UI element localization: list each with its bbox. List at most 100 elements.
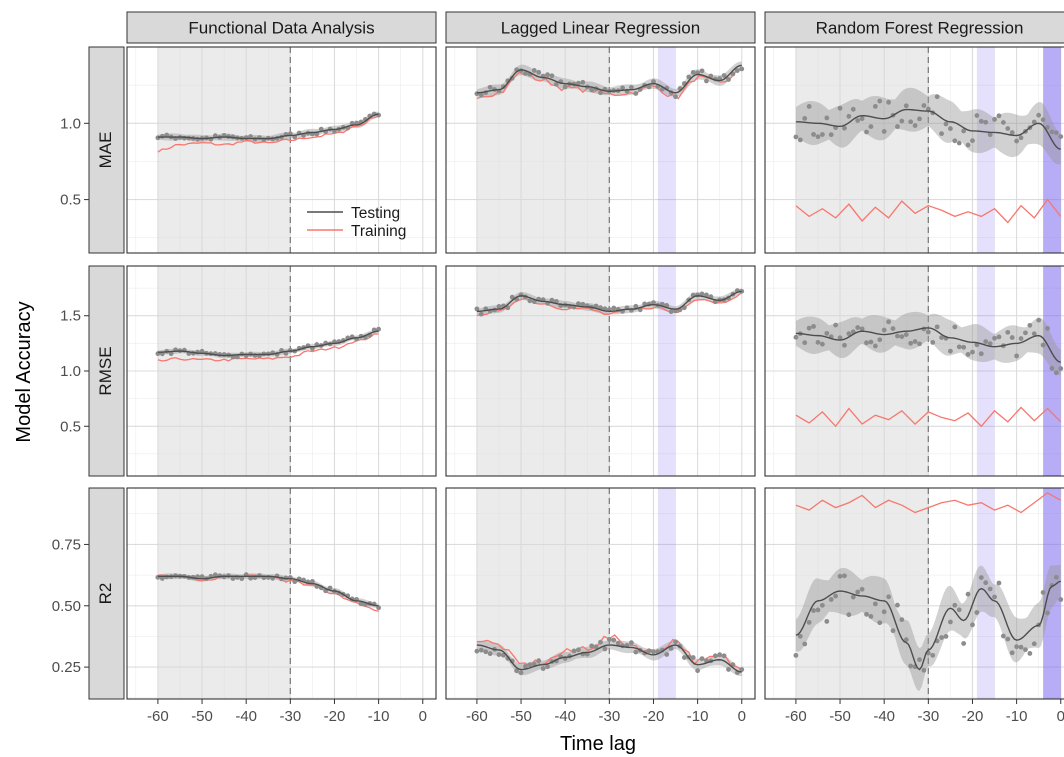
testing-point (1023, 330, 1028, 336)
testing-point (523, 664, 528, 669)
x-tick-label: -40 (873, 708, 895, 725)
testing-point (970, 138, 975, 144)
row-strip-background (88, 487, 125, 700)
testing-point (651, 300, 656, 305)
testing-point (155, 135, 161, 141)
highlight-band (1043, 47, 1061, 253)
testing-point (811, 132, 816, 137)
testing-point (483, 649, 489, 655)
testing-point (1000, 120, 1006, 125)
testing-point (712, 653, 718, 659)
testing-point (983, 339, 989, 344)
testing-point (651, 79, 656, 84)
highlight-band (1043, 488, 1061, 699)
testing-line (795, 108, 1061, 150)
testing-point (199, 348, 205, 354)
column-strip-background (126, 11, 437, 44)
testing-point (589, 87, 595, 93)
testing-point (943, 633, 949, 639)
testing-point (549, 297, 555, 303)
column-strip: Functional Data Analysis (126, 11, 437, 44)
testing-point (159, 133, 165, 139)
testing-line (476, 644, 742, 673)
panel-border (764, 46, 1064, 254)
testing-point (1040, 342, 1046, 348)
testing-point (939, 335, 944, 341)
testing-point (478, 311, 484, 317)
x-tick-label: -10 (1006, 708, 1028, 725)
testing-point (318, 126, 324, 132)
testing-point (536, 69, 542, 75)
testing-point (1045, 124, 1050, 130)
testing-point (965, 591, 971, 597)
testing-point (872, 103, 878, 109)
testing-point (797, 633, 803, 639)
testing-point (877, 337, 883, 343)
y-tick-label: 0.50 (52, 598, 81, 615)
testing-point (815, 339, 821, 345)
testing-point (1045, 325, 1050, 331)
testing-point (996, 113, 1002, 119)
testing-point (978, 118, 984, 124)
testing-point (726, 667, 731, 672)
panel-border (764, 487, 1064, 700)
panel-border (126, 487, 437, 700)
testing-point (899, 334, 905, 339)
testing-point (593, 303, 599, 309)
testing-point (855, 589, 861, 595)
testing-point (903, 332, 909, 337)
testing-point (474, 306, 480, 312)
testing-point (797, 137, 803, 143)
testing-point (978, 575, 984, 580)
row-strip: R2 (88, 487, 125, 700)
testing-point (877, 98, 883, 104)
panel-content (765, 266, 1064, 476)
testing-point (549, 73, 555, 79)
panel-content (446, 488, 755, 699)
testing-point (527, 662, 533, 668)
highlight-band (976, 47, 995, 253)
panel (764, 265, 1064, 477)
testing-point (1031, 331, 1037, 337)
row-strip-label: RMSE (96, 346, 115, 395)
testing-line (157, 330, 379, 357)
testing-point (721, 73, 727, 78)
testing-point (576, 647, 581, 653)
testing-point (868, 614, 874, 619)
x-tick-label: -20 (962, 708, 984, 725)
testing-point (793, 652, 799, 658)
testing-point (996, 580, 1002, 586)
x-tick-label: -10 (687, 708, 709, 725)
testing-point (987, 341, 993, 347)
testing-point (811, 324, 816, 329)
testing-point (833, 593, 839, 599)
testing-point (248, 575, 254, 581)
legend-label-training: Training (351, 223, 406, 240)
testing-point (734, 68, 740, 74)
x-tick-label: -40 (235, 708, 257, 725)
testing-point (956, 344, 962, 350)
testing-point (1009, 650, 1015, 656)
testing-point (633, 91, 639, 96)
testing-point (842, 573, 847, 579)
testing-point (903, 637, 909, 643)
testing-point (629, 640, 634, 646)
row-strip-label: R2 (96, 583, 115, 605)
testing-point (257, 135, 262, 141)
testing-point (1049, 129, 1055, 135)
testing-point (159, 576, 165, 581)
testing-line (476, 64, 742, 94)
testing-point (895, 124, 900, 129)
testing-point (948, 348, 953, 354)
testing-point (992, 335, 997, 341)
testing-point (376, 112, 382, 118)
testing-point (1014, 138, 1020, 144)
testing-point (1027, 651, 1033, 656)
testing-point (1053, 370, 1059, 376)
testing-point (487, 651, 493, 657)
testing-point (819, 602, 825, 608)
testing-point (580, 79, 586, 85)
testing-point (376, 326, 382, 332)
